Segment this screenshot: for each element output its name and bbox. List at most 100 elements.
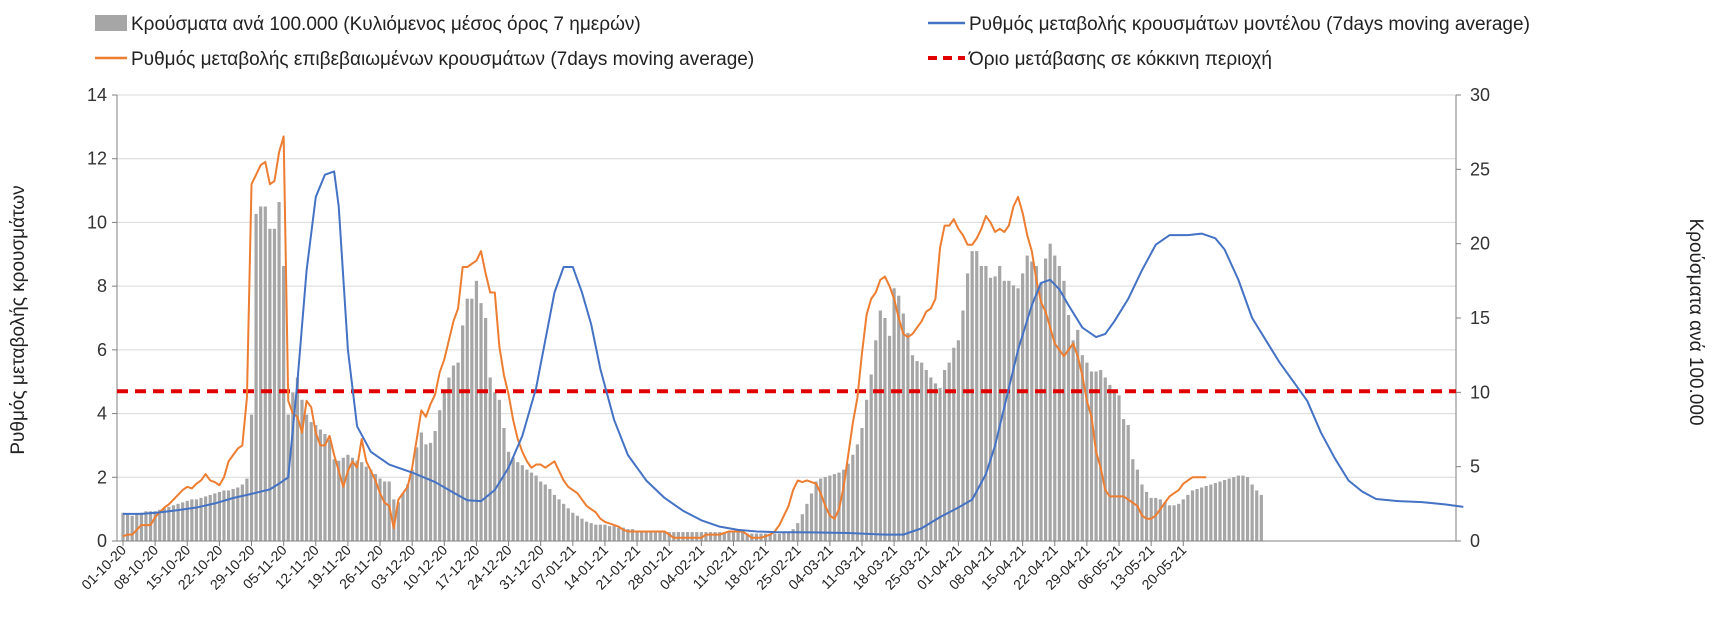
bar <box>1039 282 1043 541</box>
bar <box>1099 370 1103 541</box>
bar <box>594 524 598 541</box>
bar <box>139 512 143 541</box>
bar <box>1250 484 1254 541</box>
bar <box>897 295 901 541</box>
bar <box>956 340 960 541</box>
bar <box>1167 505 1172 541</box>
bar <box>520 465 524 541</box>
bar <box>217 491 221 541</box>
axes <box>116 95 1457 542</box>
bar <box>961 310 965 541</box>
bar <box>1140 484 1144 541</box>
bar <box>947 362 951 541</box>
bar <box>690 532 694 541</box>
bar <box>552 494 557 541</box>
bar <box>208 494 212 541</box>
bar <box>144 511 148 541</box>
bar <box>1071 340 1075 541</box>
bar <box>887 335 892 541</box>
bar <box>1255 490 1259 541</box>
bar <box>860 428 864 541</box>
bar <box>1209 484 1213 541</box>
bar <box>626 529 630 541</box>
y-left-tick-label: 12 <box>87 149 107 169</box>
y-right-tick-label: 5 <box>1470 457 1480 477</box>
bar <box>1200 487 1204 541</box>
bar <box>373 474 378 541</box>
bar <box>988 277 993 541</box>
bar-series-cases <box>121 202 1263 542</box>
x-axis-ticks: 01-10-2008-10-2015-10-2022-10-2029-10-20… <box>78 541 1190 593</box>
bar <box>332 459 336 541</box>
bar <box>1025 255 1029 541</box>
bar <box>685 532 690 541</box>
legend-bars-swatch <box>95 15 127 31</box>
bar <box>428 442 433 541</box>
bar <box>447 377 451 541</box>
bar <box>1007 280 1011 541</box>
bar <box>259 206 263 541</box>
bar <box>672 532 676 541</box>
bar <box>975 251 979 541</box>
legend: Κρούσματα ανά 100.000 (Κυλιόμενος μέσος … <box>95 14 1530 70</box>
bar <box>405 484 410 541</box>
legend-threshold-label: Όριο μετάβασης σε κόκκινη περιοχή <box>968 49 1272 70</box>
bar <box>369 469 373 541</box>
bar <box>603 524 607 541</box>
y-axis-right-ticks: 0 5 10 15 20 25 30 <box>1456 85 1490 551</box>
bar <box>621 527 625 541</box>
bar <box>952 347 956 541</box>
bar <box>842 469 846 541</box>
y-right-tick-label: 10 <box>1470 382 1490 402</box>
bar <box>736 532 740 541</box>
bar <box>323 433 327 541</box>
bar <box>1030 261 1034 541</box>
bar <box>438 410 442 541</box>
bar <box>1241 475 1245 541</box>
bar <box>1177 503 1181 541</box>
bar <box>539 481 543 541</box>
bar <box>529 472 534 541</box>
bar <box>148 511 153 541</box>
bar <box>924 370 928 541</box>
bar <box>828 475 832 541</box>
bar <box>1126 425 1130 541</box>
bar <box>878 310 882 541</box>
y-left-tick-label: 0 <box>97 531 107 551</box>
bar <box>309 422 313 541</box>
y-left-tick-label: 2 <box>97 467 107 487</box>
bar <box>484 318 488 541</box>
bar <box>1218 481 1222 541</box>
bar <box>562 503 566 541</box>
bar <box>360 462 364 541</box>
y-left-tick-label: 8 <box>97 276 107 296</box>
bar <box>589 523 593 541</box>
bar <box>1186 494 1190 541</box>
bar <box>933 383 938 541</box>
bar <box>1131 459 1135 541</box>
bar <box>938 387 942 541</box>
bar <box>548 488 552 541</box>
bar <box>1195 488 1199 541</box>
bar <box>1259 494 1263 541</box>
bar <box>497 399 501 541</box>
bar <box>410 469 414 541</box>
bar <box>741 532 745 541</box>
bar <box>731 532 736 541</box>
bar <box>727 532 731 541</box>
bar <box>300 399 304 541</box>
bar <box>1053 255 1057 541</box>
bar <box>814 481 818 541</box>
bar <box>704 532 708 541</box>
bar <box>130 515 134 541</box>
bar <box>314 425 318 541</box>
bar <box>869 374 873 541</box>
bar <box>493 392 497 541</box>
bar <box>355 460 359 541</box>
bar <box>943 370 947 541</box>
bar <box>153 511 157 541</box>
bar <box>162 508 166 541</box>
bar <box>442 392 446 541</box>
y-left-tick-label: 10 <box>87 212 107 232</box>
